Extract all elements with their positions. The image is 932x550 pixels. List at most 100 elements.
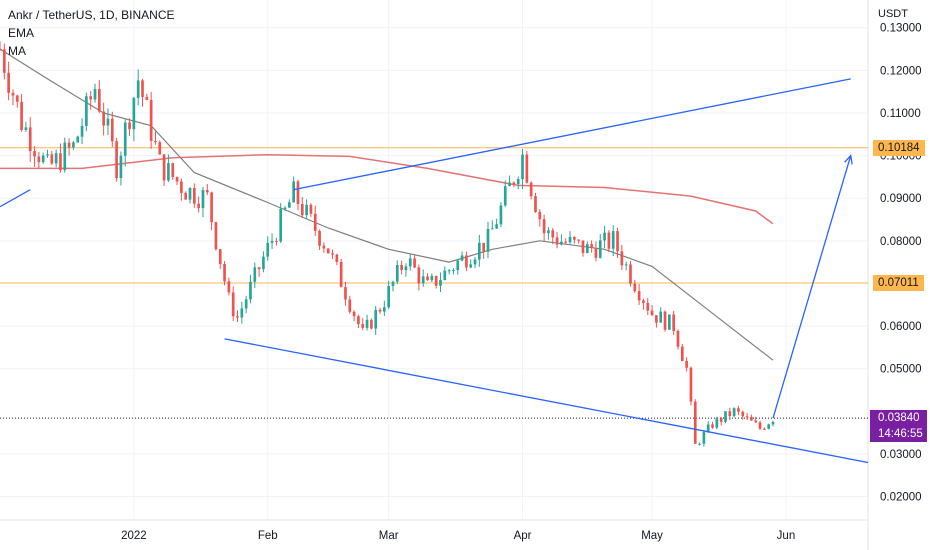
ma-legend[interactable]: MA — [8, 44, 26, 58]
candle-down — [482, 242, 486, 252]
y-tick-label: 0.02000 — [880, 492, 922, 504]
candle-up — [715, 418, 719, 428]
candle-up — [106, 118, 110, 126]
candle-down — [20, 101, 23, 131]
candle-down — [180, 181, 183, 193]
candle-up — [244, 299, 248, 309]
candle-up — [262, 256, 265, 270]
candle-up — [395, 265, 399, 282]
candle-down — [275, 240, 278, 242]
candle-up — [508, 182, 511, 187]
candle-up — [495, 224, 498, 229]
candle-up — [439, 280, 442, 286]
candle-down — [758, 422, 762, 429]
candle-down — [0, 49, 2, 51]
candle-up — [490, 228, 494, 230]
candle-up — [771, 421, 775, 425]
candle-up — [279, 208, 283, 242]
candle-down — [326, 248, 330, 254]
last-price-value: 0.03840 — [878, 412, 920, 425]
candle-down — [192, 187, 196, 204]
candle-down — [171, 163, 175, 178]
candle-down — [564, 241, 568, 243]
candle-down — [646, 302, 650, 311]
candle-up — [382, 307, 386, 312]
candle-up — [201, 190, 205, 209]
candle-down — [693, 401, 697, 444]
candle-down — [400, 265, 403, 271]
candle-down — [296, 181, 300, 204]
candle-down — [28, 127, 32, 152]
arrow-head — [844, 154, 853, 165]
time-axis[interactable]: 2022 Feb Mar Apr May Jun — [121, 530, 795, 542]
candle-down — [37, 156, 41, 163]
candle-down — [197, 203, 200, 209]
candle-up — [80, 125, 84, 137]
price-axis[interactable]: 0.130000.120000.110000.100000.090000.080… — [880, 23, 922, 504]
candle-down — [676, 330, 680, 347]
currency-label: USDT — [878, 8, 908, 20]
candle-up — [305, 204, 308, 216]
candle-down — [750, 416, 753, 421]
trendlines[interactable] — [0, 78, 869, 464]
candle-up — [560, 241, 563, 245]
candle-up — [668, 314, 671, 330]
candle-up — [585, 244, 589, 253]
trendline-3[interactable] — [0, 189, 31, 208]
candle-up — [732, 408, 736, 417]
candle-up — [387, 286, 390, 308]
candle-down — [417, 267, 421, 284]
candle-down — [236, 316, 239, 318]
candle-up — [698, 443, 701, 445]
candle-down — [102, 111, 105, 126]
candle-down — [97, 89, 101, 112]
x-tick-label: Feb — [258, 530, 278, 542]
candle-down — [434, 275, 438, 286]
y-tick-label: 0.05000 — [880, 364, 922, 376]
candle-up — [503, 186, 507, 206]
candle-down — [335, 254, 339, 262]
candle-up — [270, 240, 274, 243]
candle-up — [365, 319, 369, 328]
candle-down — [672, 314, 676, 331]
candle-down — [128, 122, 131, 130]
candle-down — [149, 99, 153, 141]
candle-up — [421, 276, 425, 284]
x-tick-label: May — [641, 530, 663, 542]
candle-up — [611, 231, 615, 249]
candle-down — [348, 299, 352, 312]
trendline-2[interactable] — [224, 338, 869, 464]
candle-down — [11, 92, 15, 96]
x-tick-label: Mar — [379, 530, 399, 542]
candle-down — [465, 255, 468, 268]
ema-legend[interactable]: EMA — [8, 26, 35, 40]
candle-down — [607, 232, 611, 249]
candle-down — [551, 230, 555, 238]
y-tick-label: 0.06000 — [880, 321, 922, 333]
candle-down — [737, 408, 740, 412]
candle-up — [430, 275, 434, 281]
projection-arrow[interactable] — [772, 155, 852, 419]
candle-up — [478, 242, 481, 260]
candle-down — [629, 264, 632, 284]
candle-up — [408, 258, 412, 267]
candle-up — [521, 154, 524, 180]
candle-up — [132, 97, 136, 130]
ma-line — [0, 153, 774, 225]
candle-down — [754, 420, 758, 423]
y-tick-label: 0.12000 — [880, 65, 922, 77]
symbol-title[interactable]: Ankr / TetherUS, 1D, BINANCE — [8, 8, 175, 22]
candle-down — [370, 319, 373, 329]
candle-up — [253, 267, 257, 282]
candle-down — [534, 196, 537, 212]
candle-up — [391, 281, 395, 287]
trendline-1[interactable] — [293, 78, 851, 191]
candle-down — [184, 192, 188, 200]
candle-down — [162, 154, 166, 181]
candle-up — [469, 264, 473, 268]
candle-up — [452, 270, 455, 272]
indicator-lines — [0, 48, 774, 361]
horizontal-levels[interactable] — [0, 147, 868, 419]
chart-grid — [0, 0, 868, 520]
